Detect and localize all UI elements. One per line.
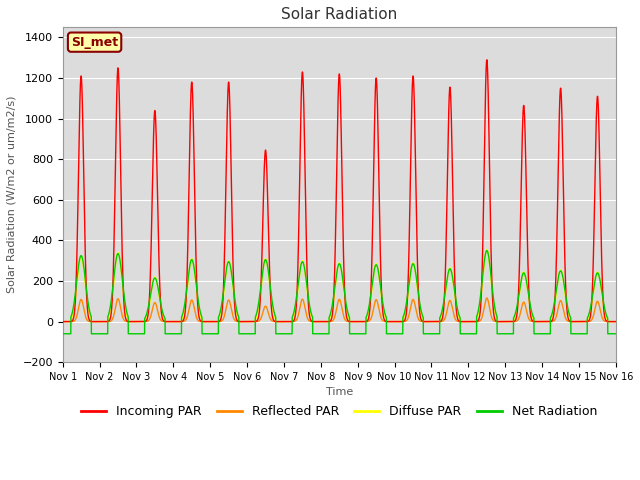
Legend: Incoming PAR, Reflected PAR, Diffuse PAR, Net Radiation: Incoming PAR, Reflected PAR, Diffuse PAR…	[77, 400, 602, 423]
Y-axis label: Solar Radiation (W/m2 or um/m2/s): Solar Radiation (W/m2 or um/m2/s)	[7, 96, 17, 293]
X-axis label: Time: Time	[326, 387, 353, 397]
Title: Solar Radiation: Solar Radiation	[281, 7, 397, 22]
Text: SI_met: SI_met	[71, 36, 118, 48]
